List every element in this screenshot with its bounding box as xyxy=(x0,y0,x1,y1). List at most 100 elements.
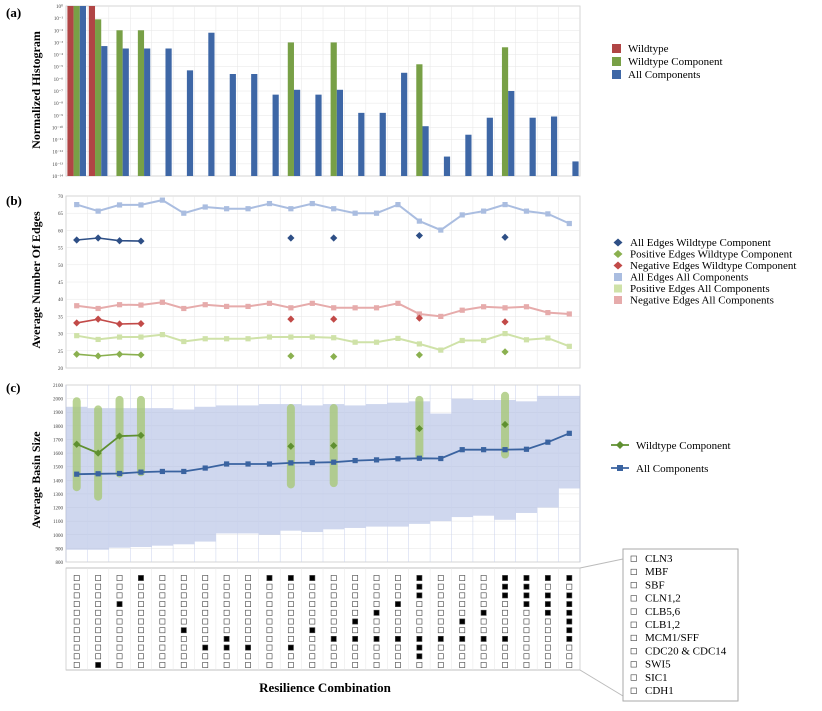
gene-cell-empty xyxy=(395,653,401,660)
gene-cell-empty xyxy=(266,635,273,642)
gene-cell-empty xyxy=(437,662,444,668)
legend-swatch xyxy=(613,250,623,258)
gene-cell-empty xyxy=(73,583,80,590)
point-all-edges-all-components xyxy=(502,202,508,208)
gene-cell-empty xyxy=(309,653,316,660)
bar-wildtype-component xyxy=(287,42,294,176)
legend-label: All Edges All Components xyxy=(630,272,748,284)
point-positive-edges-all-components xyxy=(138,334,144,340)
point-positive-edges-wildtype-component xyxy=(73,350,81,358)
gene-cell-empty xyxy=(202,618,209,625)
gene-cell-filled xyxy=(544,609,551,616)
gene-cell-empty xyxy=(566,583,573,590)
point-all-components xyxy=(352,457,358,464)
point-negative-edges-wildtype-component xyxy=(287,315,295,323)
panel-a-ytick: 10⁻⁵ xyxy=(54,65,64,71)
gene-cell-empty xyxy=(266,609,273,616)
connector-line xyxy=(579,558,624,569)
point-negative-edges-all-components xyxy=(481,304,487,310)
point-negative-edges-all-components xyxy=(438,313,444,319)
gene-legend-box xyxy=(630,648,637,655)
line-negative-edges-all-components xyxy=(76,301,570,318)
gene-cell-empty xyxy=(95,653,102,660)
gene-cell-filled xyxy=(437,635,444,642)
gene-cell-empty xyxy=(480,592,487,599)
gene-cell-empty xyxy=(138,609,144,616)
point-all-components xyxy=(459,447,465,453)
point-negative-edges-all-components xyxy=(459,307,465,313)
gene-label: CLN1,2 xyxy=(645,593,681,605)
gene-cell-empty xyxy=(523,627,530,634)
range-band-all-components xyxy=(430,413,452,522)
point-positive-edges-all-components xyxy=(502,331,508,337)
gene-cell-empty xyxy=(373,644,380,651)
gene-cell-empty xyxy=(437,601,444,607)
panel-c-ytick: 1500 xyxy=(53,466,64,471)
gene-label: MCM1/SFF xyxy=(645,632,699,644)
point-all-components xyxy=(331,459,337,465)
bar-wildtype-component xyxy=(501,47,509,177)
gene-cell-empty xyxy=(523,635,530,642)
point-all-edges-all-components xyxy=(523,208,530,214)
gene-cell-empty xyxy=(95,635,102,642)
point-all-edges-all-components xyxy=(224,206,230,212)
point-positive-edges-all-components xyxy=(566,343,572,349)
gene-cell-empty xyxy=(437,583,444,590)
gene-cell-empty xyxy=(223,601,230,607)
panel-b-ylabel: Average Number Of Edges xyxy=(29,211,43,349)
range-band-all-components xyxy=(108,408,131,548)
panel-b-ytick: 45 xyxy=(58,281,64,286)
gene-cell-filled xyxy=(459,635,466,642)
point-wildtype-component xyxy=(94,449,102,457)
panel-a-ytick: 10⁻¹ xyxy=(54,16,64,22)
gene-cell-filled xyxy=(523,583,530,590)
gene-cell-filled xyxy=(523,592,530,599)
gene-cell-empty xyxy=(116,618,123,625)
gene-cell-empty xyxy=(95,575,102,581)
gene-cell-empty xyxy=(523,644,530,651)
point-negative-edges-wildtype-component xyxy=(501,318,509,326)
gene-cell-empty xyxy=(180,592,187,599)
gene-cell-empty xyxy=(352,592,359,599)
panel-label-a: (a) xyxy=(6,5,21,20)
gene-cell-empty xyxy=(330,592,337,599)
gene-label: SWI5 xyxy=(645,659,671,671)
panel-b-ytick: 25 xyxy=(58,350,64,355)
gene-cell-empty xyxy=(459,662,466,668)
panel-c-ytick: 2000 xyxy=(53,398,64,403)
point-all-edges-all-components xyxy=(373,210,380,216)
line-all-components xyxy=(76,432,570,476)
gene-cell-empty xyxy=(202,592,209,599)
gene-cell-empty xyxy=(566,662,573,668)
gene-cell-empty xyxy=(266,592,273,599)
gene-cell-empty xyxy=(480,653,487,660)
gene-cell-empty xyxy=(202,635,209,642)
gene-cell-empty xyxy=(309,583,316,590)
bar-all-components xyxy=(529,117,536,176)
point-negative-edges-all-components xyxy=(523,304,530,310)
point-negative-edges-all-components xyxy=(395,300,401,306)
panel-b-ytick: 35 xyxy=(58,315,64,320)
gene-cell-empty xyxy=(523,609,530,616)
panel-a-ytick: 10⁻¹¹ xyxy=(52,138,63,144)
gene-cell-empty xyxy=(523,662,530,668)
gene-cell-empty xyxy=(437,627,444,634)
panel-b-ytick: 40 xyxy=(58,298,64,303)
gene-cell-empty xyxy=(480,662,487,668)
panel-c-ytick: 1600 xyxy=(53,452,64,457)
gene-cell-empty xyxy=(544,635,551,642)
range-band-all-components xyxy=(173,409,195,545)
point-all-components xyxy=(95,471,101,477)
panel-c-ytick: 1400 xyxy=(53,479,64,484)
gene-cell-empty xyxy=(73,662,80,668)
point-wildtype-component xyxy=(287,442,295,450)
panel-a-ytick: 10⁻⁶ xyxy=(54,77,64,83)
gene-cell-filled xyxy=(502,575,508,581)
gene-cell-empty xyxy=(202,609,209,616)
gene-cell-filled xyxy=(459,618,466,625)
gene-cell-empty xyxy=(73,592,80,599)
gene-cell-filled xyxy=(287,644,294,651)
point-negative-edges-all-components xyxy=(352,305,358,311)
panel-a-ytick: 10⁰ xyxy=(56,4,63,10)
gene-cell-empty xyxy=(544,653,551,660)
